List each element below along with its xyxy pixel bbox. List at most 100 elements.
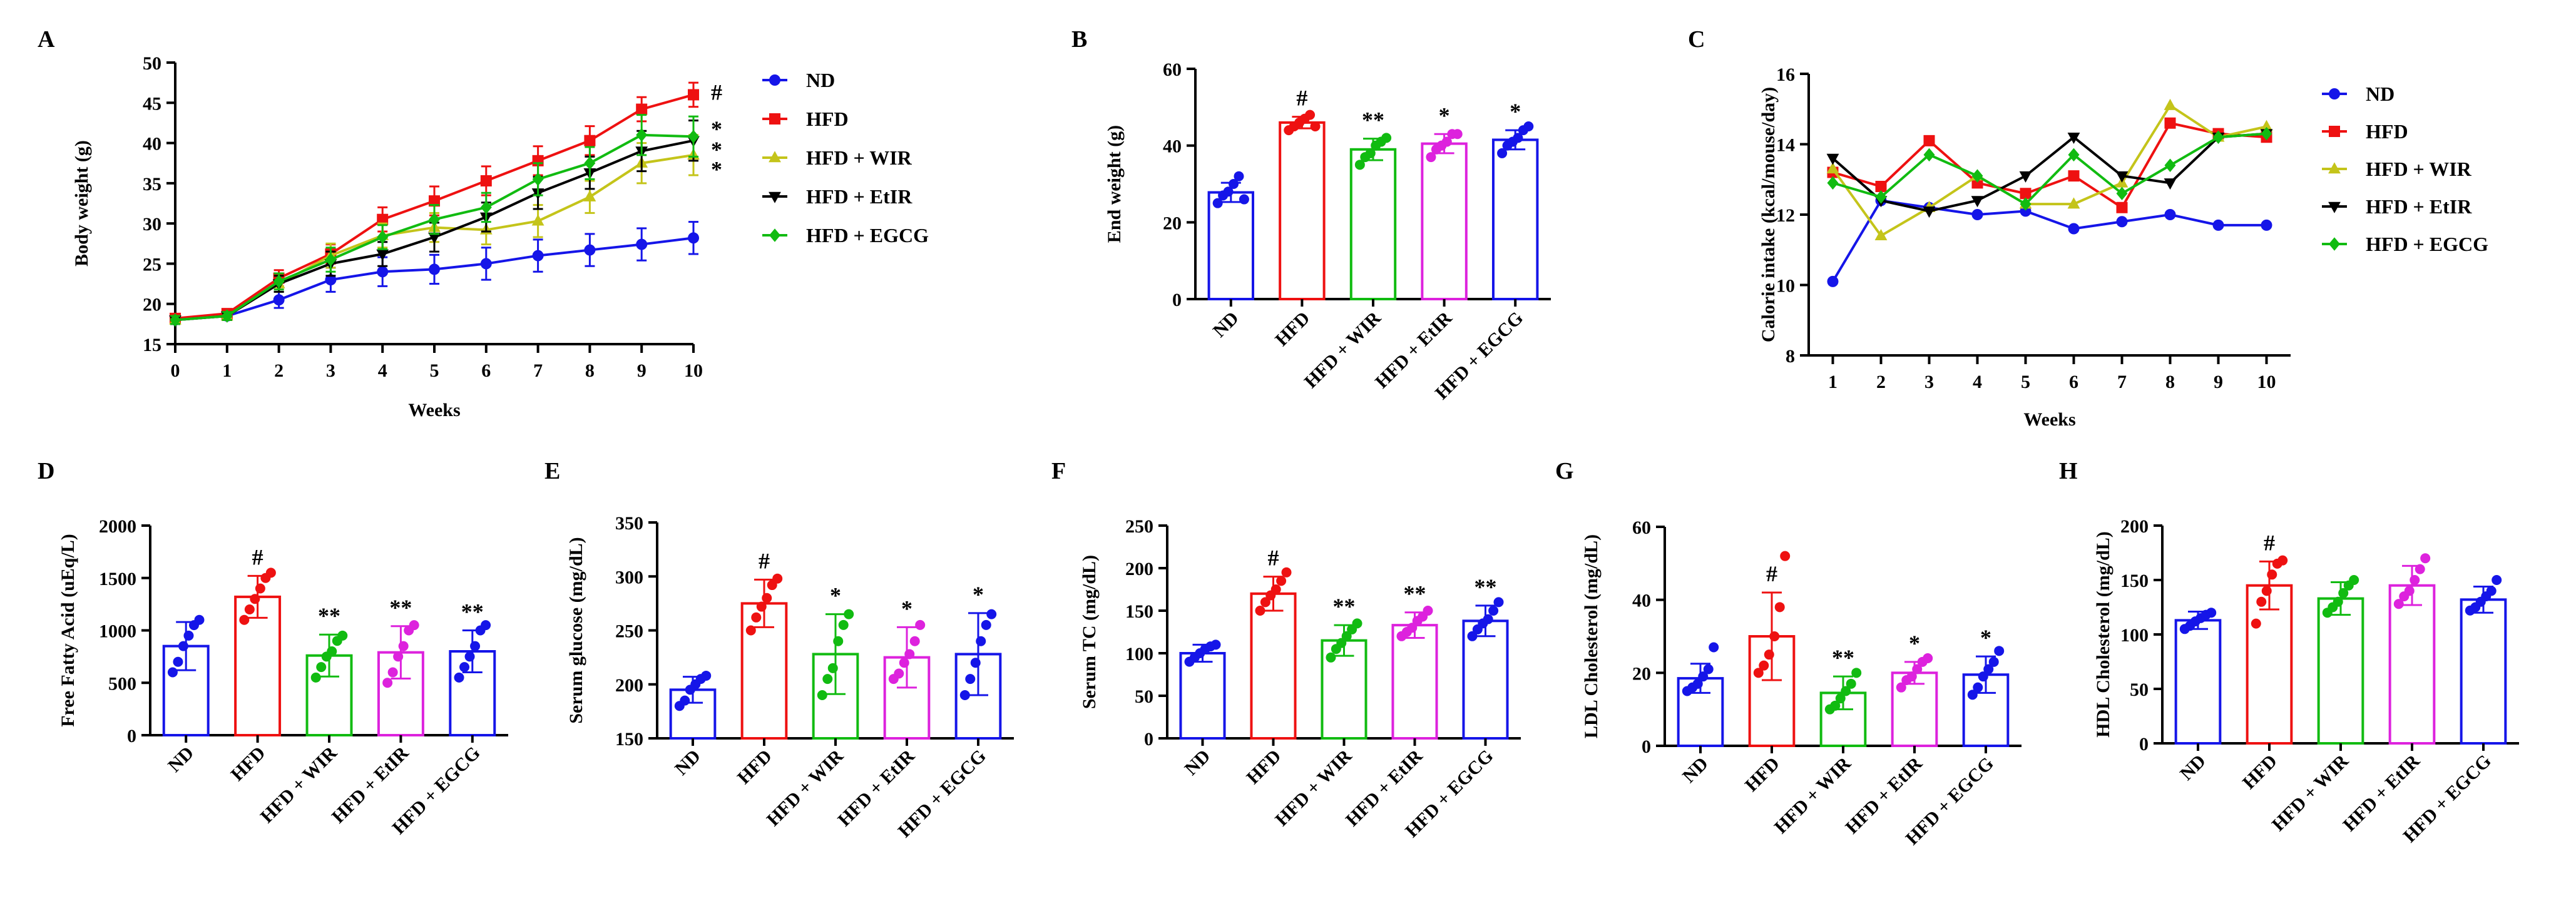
data-point: [325, 253, 337, 267]
y-tick-label: 40: [143, 134, 161, 155]
y-tick-label: 1500: [99, 569, 136, 589]
significance-mark: #: [252, 544, 263, 569]
bar-group: # HFD: [227, 544, 282, 785]
bar-group: **HFD + EtIR: [328, 595, 424, 827]
data-point: [429, 195, 440, 207]
y-tick-label: 250: [615, 621, 643, 642]
legend-entry: HFD + EGCG: [762, 224, 929, 247]
data-point: [1223, 186, 1234, 197]
data-point: [480, 258, 492, 270]
data-point: [2067, 133, 2080, 145]
data-point: [1769, 631, 1780, 641]
data-point: [2164, 98, 2177, 110]
data-point: [1523, 121, 1534, 131]
legend-marker: [2329, 237, 2340, 251]
data-point: [2261, 219, 2272, 231]
bar: [1207, 191, 1255, 301]
panel-letter: F: [1051, 458, 1066, 484]
data-point: [265, 568, 276, 578]
bar-group: ND: [1179, 639, 1226, 780]
data-point: [1709, 642, 1719, 653]
data-point: [1971, 196, 1984, 208]
x-tick-label: 1: [1828, 372, 1837, 392]
data-point: [1310, 121, 1321, 131]
significance-mark: *: [1510, 99, 1521, 124]
data-point: [1497, 148, 1508, 158]
y-tick-label: 300: [615, 567, 643, 588]
panel-h: H 0 50 100 150 200 HDL Cholesterol (mg/dL) ND # H…: [2059, 458, 2519, 847]
data-point: [827, 663, 838, 673]
data-point: [1326, 652, 1336, 663]
data-point: [429, 263, 440, 275]
legend-entry: HFD + EtIR: [2322, 195, 2472, 218]
bar-group: # HFD: [1271, 86, 1326, 350]
data-point: [398, 641, 409, 651]
x-tick-label: 3: [1924, 372, 1934, 392]
x-tick-label: 8: [585, 360, 595, 381]
data-point: [745, 625, 756, 636]
data-point: [1780, 551, 1791, 561]
y-tick-label: 2000: [99, 516, 136, 537]
y-tick-label: 20: [1163, 213, 1182, 233]
significance-mark: *: [1909, 631, 1920, 656]
x-tick-label: 10: [684, 360, 703, 381]
y-tick-label: 500: [108, 673, 136, 694]
data-point: [387, 667, 398, 678]
bar-group: *HFD + EGCG: [1902, 625, 2010, 849]
data-point: [2349, 575, 2359, 585]
bar-group: ND: [1677, 642, 1724, 787]
data-point: [1983, 664, 1994, 674]
data-point: [2164, 178, 2177, 190]
data-point: [377, 266, 389, 278]
data-point: [1341, 631, 1352, 641]
data-point: [173, 656, 183, 667]
x-tick-label: 6: [481, 360, 491, 381]
data-point: [239, 614, 250, 625]
data-point: [915, 619, 926, 630]
x-tick-label: 5: [2021, 372, 2030, 392]
panel-d: D 0 500 1000 1500 2000 Free Fatty Acid (uEq/L)…: [38, 458, 508, 838]
series-line: [1832, 121, 2267, 210]
data-point: [221, 309, 233, 323]
data-point: [976, 636, 986, 646]
data-point: [1967, 690, 1978, 700]
data-point: [1841, 686, 1851, 696]
y-tick-label: 250: [1125, 516, 1153, 537]
y-tick-label: 50: [2130, 680, 2149, 700]
data-point: [310, 672, 321, 683]
legend-label: HFD + EtIR: [2366, 195, 2472, 218]
data-point: [327, 646, 337, 656]
data-point: [1874, 228, 1888, 240]
data-point: [531, 214, 544, 226]
y-tick-label: 8: [1786, 346, 1795, 367]
bar-group: *HFD + EtIR: [834, 596, 931, 830]
series-egcg: [1827, 126, 2272, 211]
data-point: [532, 250, 544, 262]
significance-mark: *: [830, 583, 841, 608]
data-point: [481, 620, 491, 631]
data-point: [688, 232, 699, 244]
bar: [1349, 148, 1397, 300]
data-point: [464, 651, 475, 662]
legend-marker: [2328, 162, 2341, 174]
data-point: [817, 690, 827, 700]
data-point: [981, 619, 991, 630]
data-point: [459, 662, 470, 673]
bar: [1491, 138, 1539, 300]
x-tick-label: 4: [378, 360, 387, 381]
data-point: [325, 274, 337, 286]
data-point: [2212, 130, 2224, 145]
data-point: [1365, 148, 1376, 158]
panel-letter: G: [1555, 458, 1574, 484]
panel-letter: A: [38, 26, 55, 53]
bar-group: **HFD + EGCG: [388, 599, 496, 838]
data-point: [1906, 671, 1917, 682]
bar-group: # HFD: [2239, 530, 2293, 793]
x-tick-label: 9: [637, 360, 647, 381]
significance-mark: *: [711, 137, 722, 162]
x-tick-label: HFD: [1741, 753, 1784, 796]
data-point: [959, 690, 970, 700]
data-point: [2420, 553, 2431, 564]
